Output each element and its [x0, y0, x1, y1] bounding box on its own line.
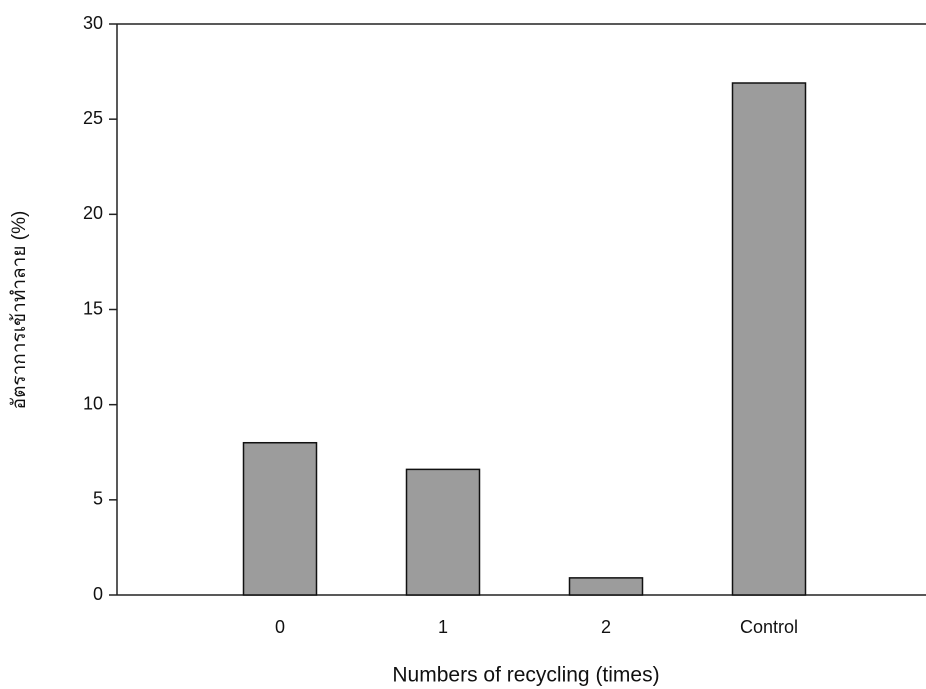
y-tick-label: 25	[83, 108, 103, 128]
y-tick-label: 0	[93, 584, 103, 604]
bar	[731, 82, 807, 596]
y-tick-label: 5	[93, 489, 103, 509]
x-tick-label: Control	[740, 617, 798, 637]
x-axis-label: Numbers of recycling (times)	[392, 664, 659, 687]
x-tick-label: 1	[438, 617, 448, 637]
x-tick-label: 0	[275, 617, 285, 637]
y-axis-label: อัตราการเข้าทำลาย (%)	[9, 211, 30, 410]
y-tick-label: 20	[83, 203, 103, 223]
bar	[242, 441, 318, 596]
x-tick-label: 2	[601, 617, 611, 637]
y-tick-label: 10	[83, 393, 103, 413]
bar	[568, 577, 644, 596]
y-tick-label: 15	[83, 298, 103, 318]
y-tick-label: 30	[83, 13, 103, 33]
bar	[405, 468, 481, 596]
